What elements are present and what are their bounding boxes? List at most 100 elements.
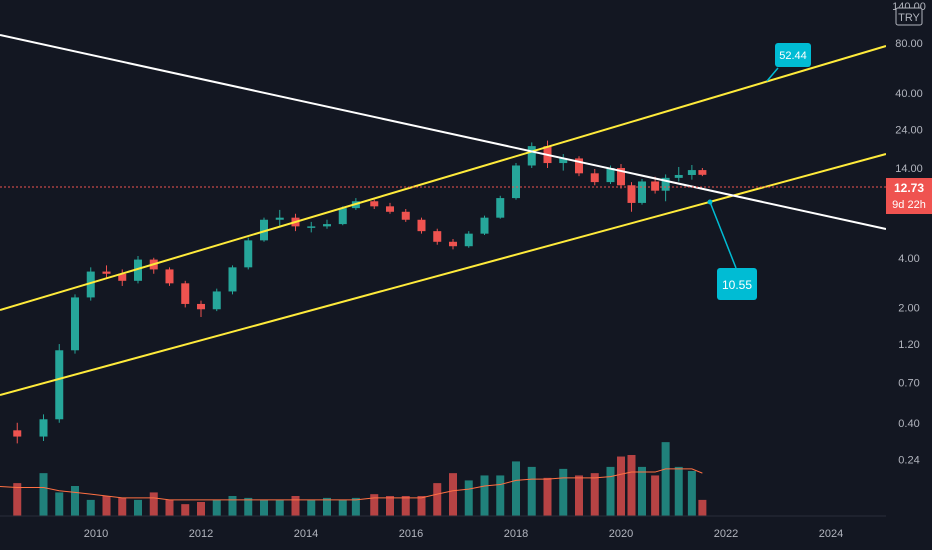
candle-body [370, 201, 379, 207]
time-tick-label: 2014 [294, 528, 318, 540]
channel-upper-line[interactable] [0, 45, 887, 311]
volume-bar [323, 497, 331, 516]
channel-lower-line[interactable] [0, 153, 887, 396]
volume-bar [480, 475, 489, 516]
time-tick-label: 2022 [714, 528, 738, 540]
candle-body [496, 198, 505, 218]
candle-body [464, 233, 473, 247]
time-axis[interactable] [0, 516, 886, 550]
volume-bar [55, 492, 64, 516]
volume-moving-average-line [0, 468, 703, 501]
candle-body [527, 146, 536, 166]
volume-bar [661, 442, 670, 516]
volume-bar [433, 483, 442, 516]
candle-body [228, 267, 237, 292]
volume-bar [638, 466, 646, 516]
volume-bar [559, 468, 568, 516]
candle-body [638, 181, 646, 203]
time-tick-label: 2018 [504, 528, 528, 540]
last-price-badge [886, 178, 932, 214]
price-tick-label: 4.00 [898, 253, 919, 265]
time-tick-label: 2012 [189, 528, 213, 540]
volume-bar [496, 475, 505, 516]
candle-body [338, 208, 347, 225]
volume-bar [417, 496, 426, 516]
candle-body [260, 219, 268, 241]
volume-bar [307, 499, 316, 516]
price-tick-label: 0.24 [898, 454, 919, 466]
volume-bar [291, 496, 300, 516]
annotation-label-52: 52.44 [779, 50, 807, 62]
candle-body [449, 241, 457, 247]
price-tick-label: 2.00 [898, 302, 919, 314]
candle-body [386, 206, 394, 212]
candle-body [687, 170, 696, 175]
candle-body [165, 269, 174, 284]
volume-bar [386, 496, 394, 516]
volume-bar [338, 499, 347, 516]
volume-bar [590, 473, 599, 516]
volume-bar [197, 501, 205, 516]
price-axis[interactable] [886, 0, 932, 516]
currency-badge[interactable] [895, 7, 923, 26]
candle-body [606, 168, 615, 183]
volume-bar [134, 499, 142, 516]
volume-bar [165, 499, 174, 516]
volume-bar [698, 499, 707, 516]
volume-bar [244, 497, 253, 516]
price-tick-label: 80.00 [895, 38, 923, 50]
price-tick-label: 24.00 [895, 124, 923, 136]
candle-body [401, 211, 410, 220]
volume-bar [149, 492, 158, 516]
candle-body [512, 165, 520, 199]
annotation-box-52[interactable] [775, 43, 811, 67]
candle-body [651, 181, 660, 191]
volume-bar [351, 497, 360, 516]
volume-bar [102, 496, 111, 516]
last-price-value: 12.73 [894, 181, 924, 195]
volume-bar [260, 499, 268, 516]
time-tick-label: 2016 [399, 528, 423, 540]
price-tick-label: 40.00 [895, 88, 923, 100]
volume-bar [71, 486, 79, 516]
volume-bar [464, 480, 473, 516]
candle-body [307, 226, 316, 228]
time-axis-ticks: 2010 2012 2014 2016 2018 2020 2022 2024 [84, 528, 843, 540]
currency-label: TRY [898, 12, 920, 24]
time-tick-label: 2010 [84, 528, 108, 540]
candle-body [698, 170, 707, 175]
candle-body [480, 217, 489, 234]
candle-body [118, 273, 127, 281]
candle-body [102, 271, 111, 274]
candle-body [323, 224, 331, 227]
candle-body [86, 271, 95, 298]
candle-body [244, 240, 253, 268]
volume-bar [370, 494, 379, 516]
bar-countdown: 9d 22h [892, 199, 926, 211]
volume-bars [13, 442, 707, 516]
candle-body [39, 419, 48, 437]
annotation-pointer-52 [766, 67, 779, 82]
volume-bar [181, 504, 190, 516]
descending-trendline[interactable] [0, 34, 887, 230]
candle-body [417, 219, 426, 232]
volume-bar [118, 497, 127, 516]
candle-body [575, 158, 583, 174]
volume-bar [606, 466, 615, 516]
volume-bar [86, 499, 95, 516]
candle-body [134, 259, 142, 281]
volume-bar [617, 456, 625, 516]
candle-body [661, 177, 670, 191]
annotation-anchor-10 [707, 199, 713, 205]
volume-bar [575, 475, 583, 516]
annotation-box-10[interactable] [717, 268, 757, 300]
price-tick-label: 0.70 [898, 378, 919, 390]
volume-bar [401, 496, 410, 516]
candle-body [13, 430, 22, 437]
candle-body [674, 174, 683, 178]
volume-bar [228, 496, 237, 516]
candle-body [212, 291, 221, 310]
candle-body [71, 297, 79, 351]
